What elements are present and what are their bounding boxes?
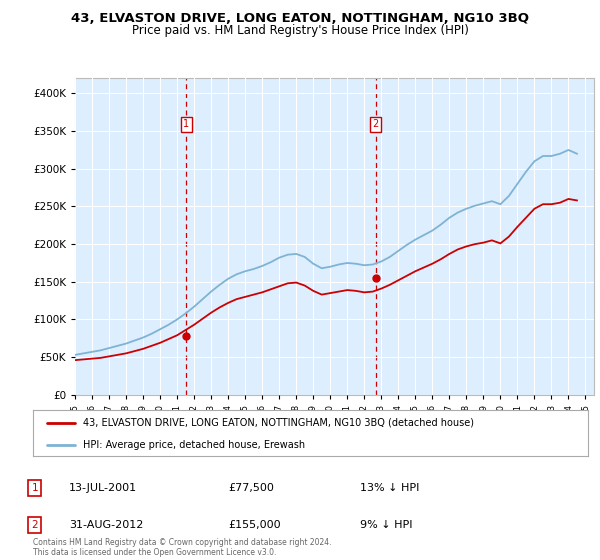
Text: HPI: Average price, detached house, Erewash: HPI: Average price, detached house, Erew… <box>83 440 305 450</box>
Text: 13-JUL-2001: 13-JUL-2001 <box>69 483 137 493</box>
Text: 31-AUG-2012: 31-AUG-2012 <box>69 520 143 530</box>
Text: 2: 2 <box>31 520 38 530</box>
Text: 2: 2 <box>373 119 379 129</box>
Text: 43, ELVASTON DRIVE, LONG EATON, NOTTINGHAM, NG10 3BQ: 43, ELVASTON DRIVE, LONG EATON, NOTTINGH… <box>71 12 529 25</box>
Text: £77,500: £77,500 <box>228 483 274 493</box>
Text: 1: 1 <box>31 483 38 493</box>
Text: 1: 1 <box>183 119 189 129</box>
Text: Contains HM Land Registry data © Crown copyright and database right 2024.
This d: Contains HM Land Registry data © Crown c… <box>33 538 331 557</box>
Text: 9% ↓ HPI: 9% ↓ HPI <box>360 520 413 530</box>
Text: 43, ELVASTON DRIVE, LONG EATON, NOTTINGHAM, NG10 3BQ (detached house): 43, ELVASTON DRIVE, LONG EATON, NOTTINGH… <box>83 418 474 428</box>
Text: 13% ↓ HPI: 13% ↓ HPI <box>360 483 419 493</box>
Text: Price paid vs. HM Land Registry's House Price Index (HPI): Price paid vs. HM Land Registry's House … <box>131 24 469 37</box>
Text: £155,000: £155,000 <box>228 520 281 530</box>
